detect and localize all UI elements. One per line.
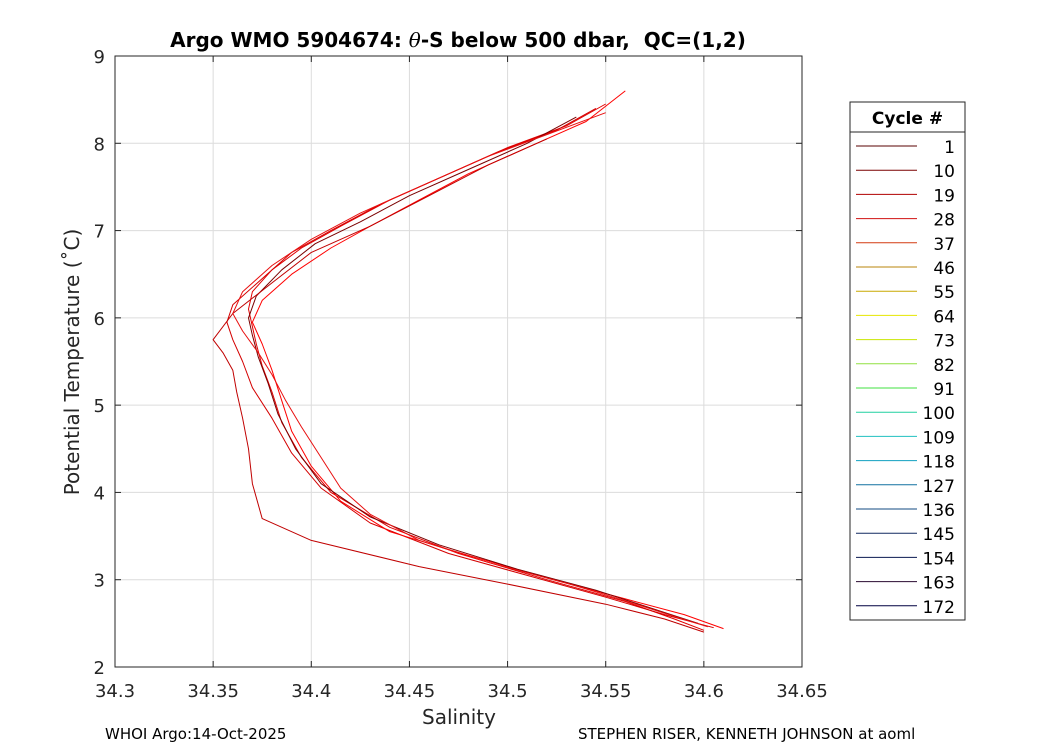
plot-area: 34.3 34.35 34.4 34.45 34.5 34.55 34.6 34.65 2 3 4 5… xyxy=(94,47,828,702)
legend-label-91: 91 xyxy=(933,380,955,400)
x-tick-label: 34.5 xyxy=(488,681,528,702)
footer-credit: WHOI Argo:14-Oct-2025 xyxy=(105,725,287,743)
series-group xyxy=(212,90,724,633)
series-line-profile-F xyxy=(232,112,708,628)
legend-title: Cycle # xyxy=(872,109,943,129)
y-tick-label: 9 xyxy=(94,47,105,68)
y-tick-label: 3 xyxy=(94,571,105,592)
y-tick-label: 4 xyxy=(94,483,105,504)
footer-pi-names: STEPHEN RISER, KENNETH JOHNSON at aoml xyxy=(578,725,916,743)
legend-label-145: 145 xyxy=(923,525,955,545)
legend-label-100: 100 xyxy=(923,404,955,424)
legend-label-46: 46 xyxy=(933,259,955,279)
x-axis-label: Salinity xyxy=(422,705,496,729)
x-tick-label: 34.45 xyxy=(384,681,436,702)
legend-label-154: 154 xyxy=(923,549,955,569)
y-tick-label: 6 xyxy=(94,309,105,330)
y-tick-label: 5 xyxy=(94,396,105,417)
x-tick-label: 34.35 xyxy=(187,681,239,702)
y-axis-label: Potential Temperature (˚C) xyxy=(60,229,84,496)
legend-label-163: 163 xyxy=(923,574,955,594)
legend: Cycle #1 10 19 28 37 46 55 64 73 82 91 100 109 118 127… xyxy=(849,101,966,621)
legend-label-19: 19 xyxy=(933,186,955,206)
legend-label-136: 136 xyxy=(923,501,955,521)
axes-box xyxy=(114,55,803,668)
legend-label-118: 118 xyxy=(923,453,955,473)
legend-label-10: 10 xyxy=(933,162,955,182)
chart-title: Argo WMO 5904674: θ-S below 500 dbar, QC… xyxy=(170,28,746,52)
legend-label-1: 1 xyxy=(944,138,955,158)
x-tick-label: 34.65 xyxy=(776,681,828,702)
y-tick-label: 8 xyxy=(94,134,105,155)
legend-label-127: 127 xyxy=(923,477,955,497)
y-tick-label: 7 xyxy=(94,222,105,243)
legend-label-172: 172 xyxy=(923,598,955,618)
legend-label-73: 73 xyxy=(933,332,955,352)
series-line-profile-D xyxy=(248,116,699,624)
legend-label-37: 37 xyxy=(933,235,955,255)
x-tick-label: 34.55 xyxy=(580,681,632,702)
axes-background xyxy=(115,56,802,667)
legend-label-55: 55 xyxy=(933,283,955,303)
x-tick-label: 34.3 xyxy=(95,681,135,702)
legend-label-64: 64 xyxy=(933,307,955,327)
legend-label-28: 28 xyxy=(933,211,955,231)
x-tick-label: 34.4 xyxy=(291,681,331,702)
y-tick-label: 2 xyxy=(94,658,105,679)
x-tick-label: 34.6 xyxy=(684,681,724,702)
series-line-profile-E xyxy=(212,138,705,633)
legend-label-109: 109 xyxy=(923,428,955,448)
legend-label-82: 82 xyxy=(933,356,955,376)
